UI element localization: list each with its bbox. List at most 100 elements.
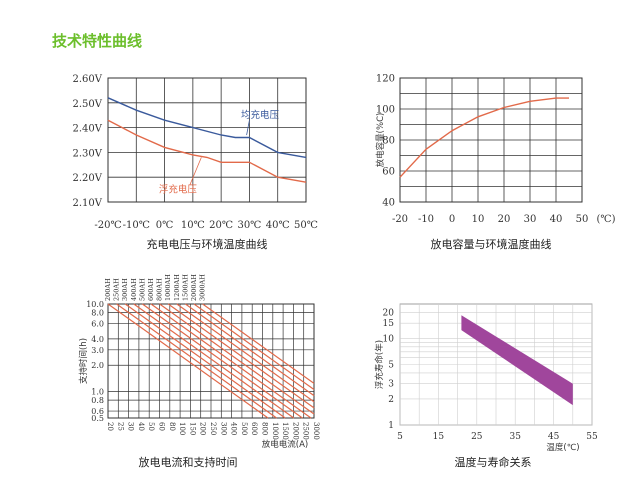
series-line <box>176 303 315 403</box>
y-tick-label: 2.0 <box>91 361 104 370</box>
x-tick-label: 30 <box>127 422 135 431</box>
x-axis-label: 温度(℃) <box>546 442 579 453</box>
y-tick-label: 120 <box>376 74 395 85</box>
capacity-label: 250AH <box>113 278 121 301</box>
x-tick-label: 500 <box>240 422 248 435</box>
capacity-label: 1500AH <box>181 274 189 301</box>
chart-caption: 温度与寿命关系 <box>455 455 532 469</box>
y-tick-label: 3 <box>388 380 394 390</box>
x-tick-label: 30 <box>524 214 537 225</box>
life-band <box>461 315 573 406</box>
x-tick-label: 55 <box>586 432 598 442</box>
charge-voltage-chart: 2.60V 2.50V 2.40V 2.30V 2.20V 2.10V -20℃ -10℃ 0℃… <box>73 74 318 251</box>
series-line <box>185 303 315 397</box>
series-line <box>116 303 277 419</box>
y-tick-label: 60 <box>382 167 395 178</box>
y-tick-label: 10.0 <box>86 300 104 309</box>
y-axis-label: 放电容量(%C) <box>375 113 386 168</box>
x-tick-label: 60 <box>158 422 166 431</box>
discharge-capacity-chart: 40 60 80 100 120 -20 -10 0 10 20 30 40 50 (℃) 放电容量(%C)… <box>375 74 616 252</box>
x-tick-label: 10 <box>472 214 485 225</box>
series-label: 浮充电压 <box>159 184 198 196</box>
x-axis-label: 放电电流(A) <box>262 439 308 450</box>
capacity-label: 400AH <box>130 278 138 301</box>
y-axis-label: 支持时间(h) <box>78 338 89 384</box>
x-tick-label: -20 <box>392 214 408 225</box>
series-line <box>159 303 315 415</box>
series-line <box>124 303 286 419</box>
x-tick-label: 25 <box>116 422 124 431</box>
y-tick-label: 2.10V <box>73 198 103 209</box>
x-tick-label: 150 <box>188 422 196 435</box>
x-tick-label: 80 <box>168 422 176 431</box>
capacity-label: 3000AH <box>199 274 207 301</box>
y-tick-label: 10 <box>383 334 395 344</box>
x-tick-label: 50 <box>576 214 589 225</box>
y-tick-label: 3.0 <box>91 346 104 355</box>
x-tick-label: 400 <box>230 422 238 435</box>
series-line <box>167 303 315 409</box>
x-tick-label: 3000 <box>312 422 320 440</box>
x-tick-label: 1000 <box>271 422 279 440</box>
y-tick-label: 2.50V <box>73 99 103 110</box>
series-line <box>202 303 315 384</box>
chart-caption: 充电电压与环境温度曲线 <box>147 237 268 251</box>
series-line <box>133 303 295 419</box>
capacity-label: 2000AH <box>190 274 198 301</box>
y-tick-label: 2 <box>388 395 394 405</box>
x-tick-label: 300 <box>219 422 227 435</box>
chart-caption: 放电容量与环境温度曲线 <box>431 237 552 251</box>
capacity-label: 1000AH <box>164 274 172 301</box>
y-tick-label: 4.0 <box>91 335 104 344</box>
x-tick-label: 20 <box>498 214 511 225</box>
y-tick-label: 8.0 <box>91 308 104 317</box>
x-tick-label: -20℃ <box>94 220 121 231</box>
label-leader <box>246 120 250 136</box>
x-tick-label: 15 <box>433 432 445 442</box>
label-leader <box>189 157 202 185</box>
y-tick-label: 5 <box>388 361 394 371</box>
x-unit-label: (℃) <box>597 214 616 225</box>
y-axis-label: 浮充寿命(年) <box>374 340 385 389</box>
y-tick-label: 15 <box>383 319 395 329</box>
series-line <box>399 97 569 178</box>
capacity-label: 300AH <box>121 278 129 301</box>
x-tick-label: 20℃ <box>209 220 233 231</box>
plot-frame <box>107 77 307 203</box>
y-tick-label: 1.0 <box>91 388 104 397</box>
series-line <box>193 303 315 390</box>
x-tick-label: 250 <box>209 422 217 435</box>
capacity-label: 200AH <box>104 278 112 301</box>
y-tick-label: 100 <box>376 105 395 116</box>
x-tick-label: 40 <box>137 422 145 431</box>
x-tick-label: 50 <box>147 422 155 431</box>
y-tick-label: 2.60V <box>73 74 103 85</box>
series-line <box>142 303 303 419</box>
x-tick-label: 40℃ <box>266 220 290 231</box>
y-tick-label: 0.8 <box>91 396 104 405</box>
discharge-current-chart: 10.08.06.04.03.02.01.00.80.60.520 25 30 40 5… <box>78 274 320 469</box>
capacity-label: 500AH <box>138 278 146 301</box>
x-tick-label: 30℃ <box>237 220 261 231</box>
x-tick-label: 5 <box>397 432 403 442</box>
x-tick-label: 100 <box>178 422 186 435</box>
x-tick-label: -10 <box>418 214 434 225</box>
x-tick-label: 0℃ <box>156 220 174 231</box>
x-tick-label: 10℃ <box>181 220 205 231</box>
y-tick-label: 2.30V <box>73 148 103 159</box>
series-line <box>107 97 307 159</box>
series-line <box>107 303 269 419</box>
x-tick-label: 2500 <box>302 422 310 440</box>
x-tick-label: -10℃ <box>123 220 150 231</box>
capacity-label: 1200AH <box>173 274 181 301</box>
x-tick-label: 600 <box>250 422 258 435</box>
x-tick-label: 800 <box>261 422 269 435</box>
x-tick-label: 1500 <box>281 422 289 440</box>
capacity-label: 600AH <box>147 278 155 301</box>
y-tick-label: 2.40V <box>73 124 103 135</box>
chart-caption: 放电电流和支持时间 <box>139 455 238 469</box>
page-title: 技术特性曲线 <box>52 32 143 50</box>
x-tick-label: 35 <box>509 432 521 442</box>
y-tick-label: 6.0 <box>91 319 104 328</box>
